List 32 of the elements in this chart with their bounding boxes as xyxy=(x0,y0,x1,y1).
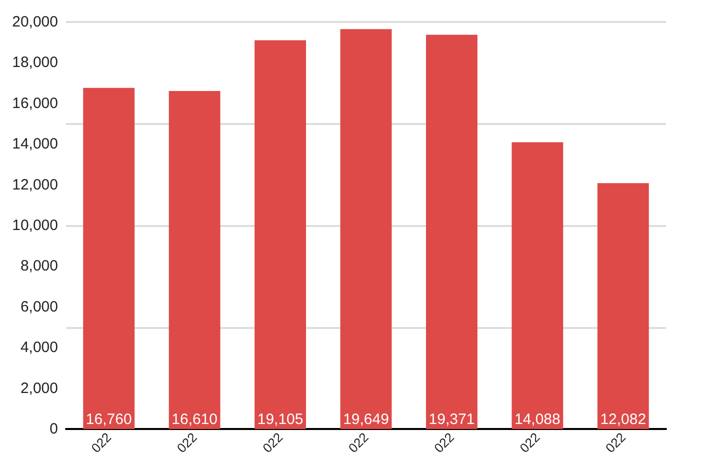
data-label: 16,760 xyxy=(86,411,132,428)
y-tick-label: 6,000 xyxy=(20,298,58,316)
data-label: 19,649 xyxy=(343,411,389,428)
data-label: 19,371 xyxy=(428,411,475,428)
y-tick-label: 20,000 xyxy=(12,14,58,30)
x-tick-label: 022 xyxy=(345,430,372,456)
x-tick-label: 022 xyxy=(602,430,628,456)
y-tick-label: 16,000 xyxy=(12,94,58,112)
y-tick-label: 8,000 xyxy=(20,258,58,275)
y-tick-label: 14,000 xyxy=(12,136,58,153)
y-tick-label: 0 xyxy=(50,420,58,438)
x-tick-label: 022 xyxy=(431,430,458,456)
bar xyxy=(254,40,306,429)
bar xyxy=(168,90,220,429)
bar xyxy=(426,34,478,429)
y-tick-label: 2,000 xyxy=(20,380,58,397)
y-tick-label: 10,000 xyxy=(12,217,58,234)
bar xyxy=(597,183,649,429)
x-tick-label: 022 xyxy=(260,430,286,456)
y-tick-label: 4,000 xyxy=(20,339,58,356)
data-label: 19,105 xyxy=(257,411,304,428)
bar xyxy=(83,88,135,429)
bar xyxy=(512,142,564,429)
x-tick-label: 022 xyxy=(88,430,114,456)
data-label: 14,088 xyxy=(514,411,560,428)
y-tick-label: 18,000 xyxy=(12,54,58,72)
y-tick-label: 12,000 xyxy=(12,176,58,194)
bar xyxy=(340,29,392,429)
data-label: 16,610 xyxy=(172,411,218,428)
x-tick-label: 022 xyxy=(516,430,543,456)
data-label: 12,082 xyxy=(600,411,646,428)
x-tick-label: 022 xyxy=(174,430,200,456)
